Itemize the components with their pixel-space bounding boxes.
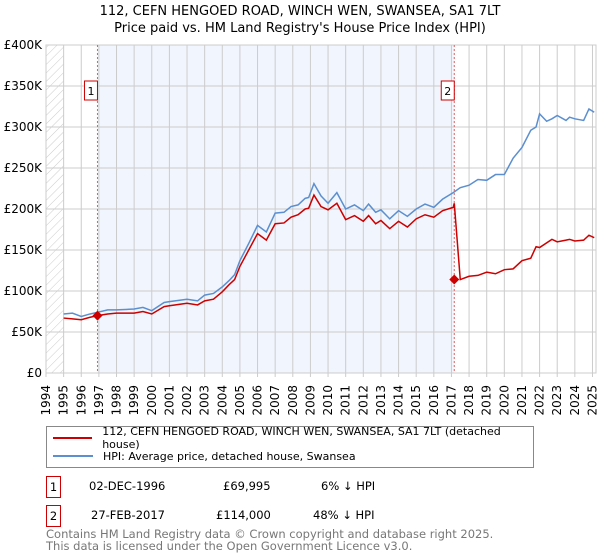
x-tick-label: 2001 [162, 385, 176, 416]
sale-point-marker [449, 274, 460, 285]
x-tick-label: 2002 [180, 385, 194, 416]
x-tick-label: 2008 [286, 385, 300, 416]
sale-annotation-box [440, 80, 455, 101]
y-tick-label: £150K [4, 243, 44, 257]
legend-label-hpi: HPI: Average price, detached house, Swan… [103, 449, 356, 463]
x-tick-label: 2022 [533, 385, 547, 416]
y-tick-label: £100K [4, 284, 44, 298]
sale-date: 27-FEB-2017 [91, 508, 165, 522]
attribution-line-1: Contains HM Land Registry data © Crown c… [46, 527, 494, 541]
x-tick-label: 2023 [550, 385, 564, 416]
y-tick-label: £350K [4, 79, 44, 93]
blue-line-swatch [53, 455, 93, 457]
hpi-diff: 6% ↓ HPI [321, 479, 376, 493]
y-tick-label: £300K [4, 120, 44, 134]
hpi-line [63, 107, 595, 318]
x-tick-label: 2016 [427, 385, 441, 416]
x-tick-label: 2010 [321, 385, 335, 416]
x-tick-label: 1994 [39, 385, 53, 416]
property-price-line [63, 193, 595, 321]
chart-subtitle: Price paid vs. HM Land Registry's House … [114, 21, 486, 36]
sale-annotation-box [83, 80, 98, 101]
sale-marker-badge: 2 [46, 505, 61, 527]
x-tick-label: 2007 [268, 385, 282, 416]
sale-annotation-label: 1 [87, 85, 94, 98]
x-tick-label: 2004 [215, 385, 229, 416]
x-tick-label: 2017 [444, 385, 458, 416]
x-tick-label: 2005 [233, 385, 247, 416]
x-tick-label: 2011 [339, 385, 353, 416]
x-tick-label: 2021 [515, 385, 529, 416]
x-tick-label: 2019 [480, 385, 494, 416]
sale-point-marker [92, 310, 103, 321]
red-line-swatch [53, 437, 93, 439]
x-tick-label: 1995 [57, 385, 71, 416]
sale-price: £114,000 [216, 508, 271, 522]
legend-label-property: 112, CEFN HENGOED ROAD, WINCH WEN, SWANS… [102, 425, 501, 451]
legend-item-property: 112, CEFN HENGOED ROAD, WINCH WEN, SWANS… [53, 425, 533, 451]
x-tick-label: 2015 [409, 385, 423, 416]
attribution: Contains HM Land Registry data © Crown c… [46, 527, 494, 553]
x-tick-label: 2014 [392, 385, 406, 416]
x-tick-label: 2006 [251, 385, 265, 416]
x-tick-label: 2009 [303, 385, 317, 416]
chart-title: 112, CEFN HENGOED ROAD, WINCH WEN, SWANS… [99, 4, 501, 19]
sale-date: 02-DEC-1996 [89, 479, 166, 493]
x-tick-label: 2025 [585, 385, 599, 416]
x-tick-label: 2013 [374, 385, 388, 416]
plot-border [45, 44, 597, 374]
hpi-diff: 48% ↓ HPI [313, 508, 375, 522]
y-tick-label: £50K [11, 325, 43, 339]
x-tick-label: 2012 [356, 385, 370, 416]
y-tick-label: £400K [4, 38, 44, 52]
y-tick-label: £200K [4, 202, 44, 216]
y-tick-label: £250K [4, 161, 44, 175]
x-tick-label: 2024 [568, 385, 582, 416]
x-tick-label: 1997 [92, 385, 106, 416]
price-chart: 1 2 1994 1995 1996 1997 1998 1999 2000 2001 2002 20… [4, 38, 600, 416]
legend-item-hpi: HPI: Average price, detached house, Swan… [53, 447, 356, 465]
sale-annotation-label: 2 [444, 85, 451, 98]
x-tick-label: 2000 [145, 385, 159, 416]
x-tick-label: 2020 [497, 385, 511, 416]
sale-marker-badge: 1 [46, 476, 61, 498]
sale-price: £69,995 [223, 479, 271, 493]
x-tick-label: 2003 [198, 385, 212, 416]
x-tick-label: 1996 [74, 385, 88, 416]
y-tick-label: £0 [27, 366, 42, 380]
x-tick-label: 1998 [110, 385, 124, 416]
chart-legend: 112, CEFN HENGOED ROAD, WINCH WEN, SWANS… [46, 425, 534, 468]
x-tick-label: 1999 [127, 385, 141, 416]
x-tick-label: 2018 [462, 385, 476, 416]
attribution-line-2: This data is licensed under the Open Gov… [46, 538, 413, 553]
